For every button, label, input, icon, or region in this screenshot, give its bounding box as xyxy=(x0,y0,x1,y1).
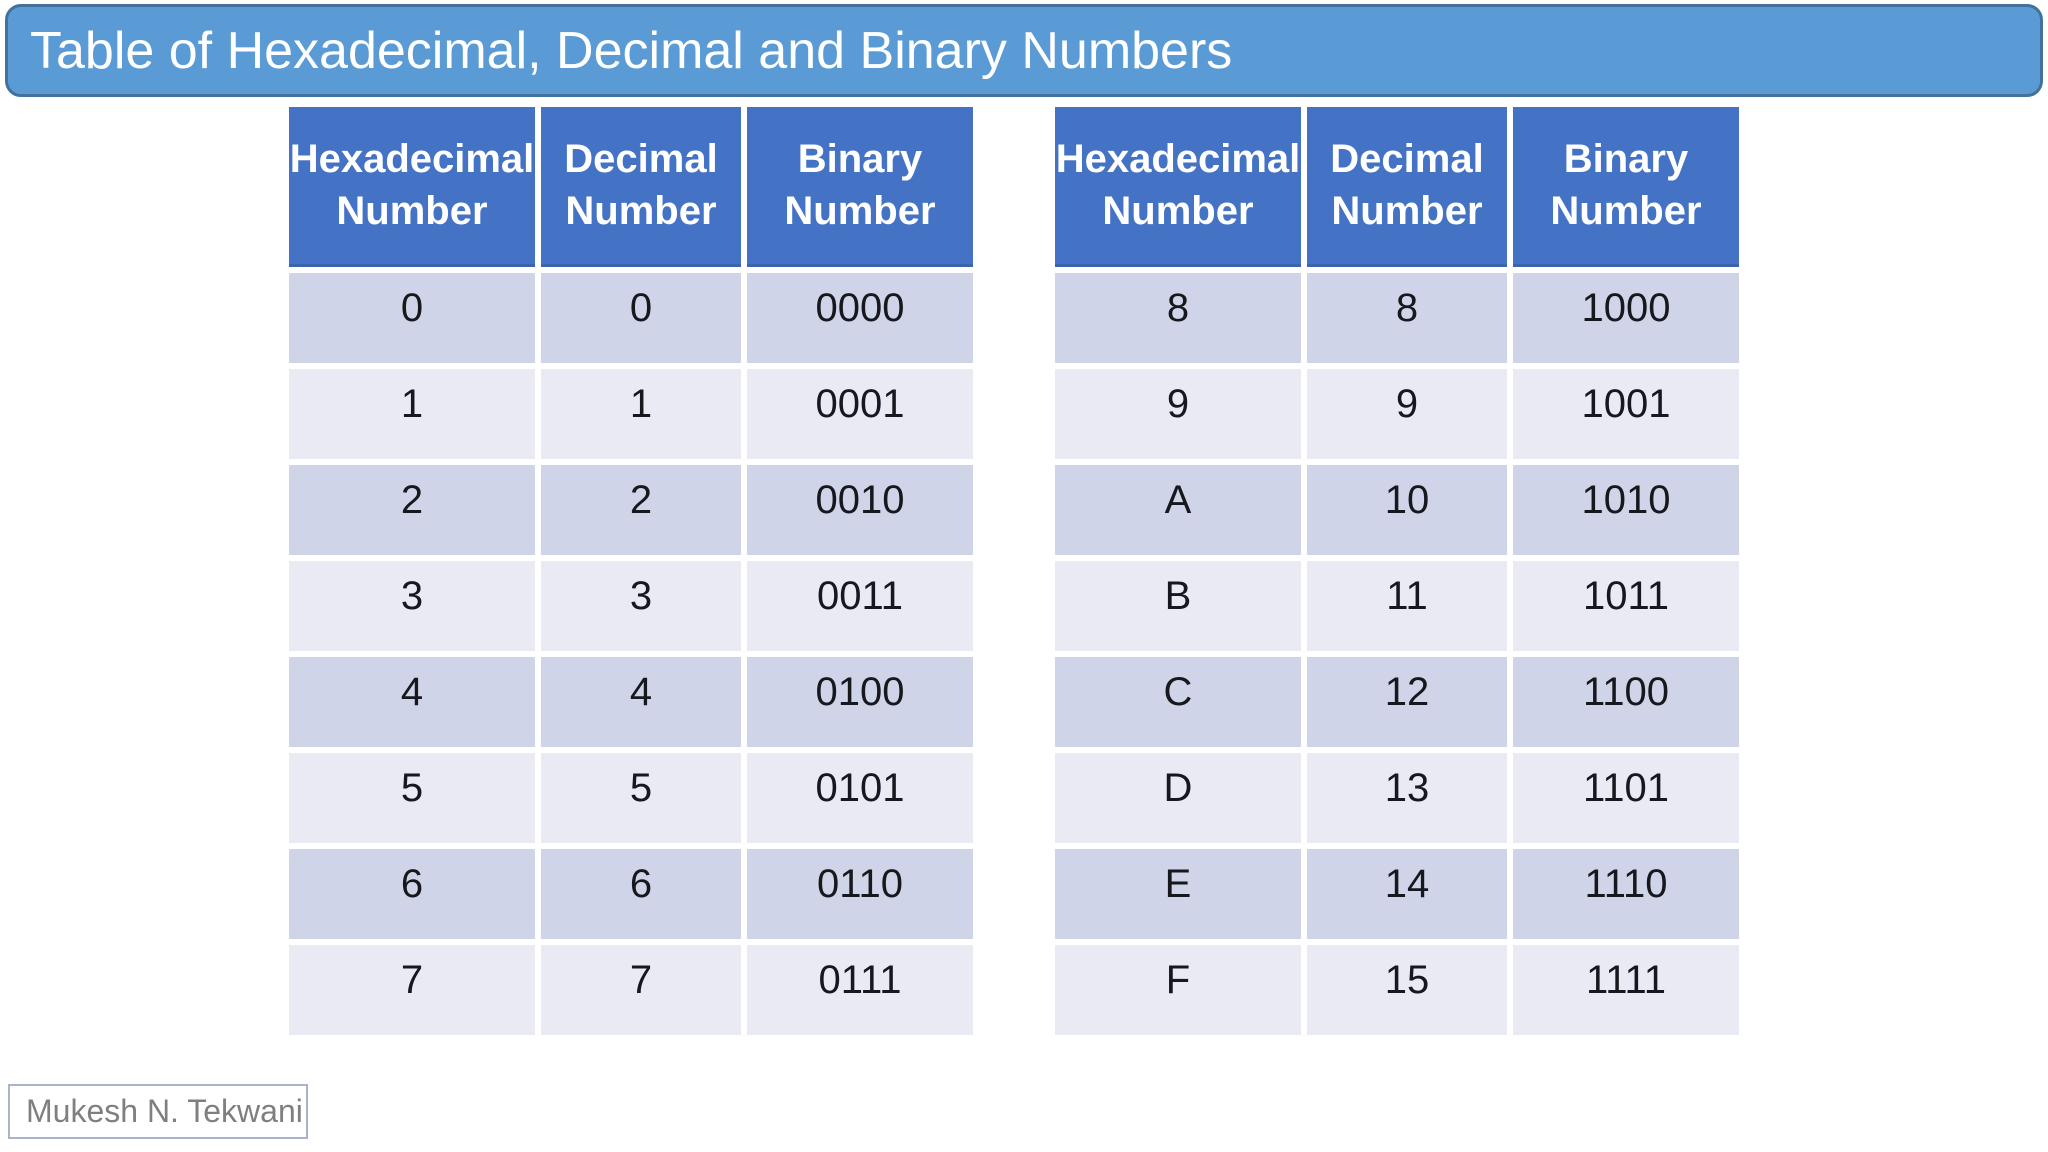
column-header-line: Binary xyxy=(1563,137,1689,181)
table-cell: 0 xyxy=(541,273,741,363)
table-cell: 9 xyxy=(1055,369,1301,459)
table-cell: 3 xyxy=(541,561,741,651)
table-cell: 7 xyxy=(289,945,535,1035)
column-header-line: Number xyxy=(336,189,488,233)
title-banner: Table of Hexadecimal, Decimal and Binary… xyxy=(5,4,2043,97)
column-header-decimal: Decimal Number xyxy=(541,107,741,267)
table-cell: 2 xyxy=(289,465,535,555)
column-header-hexadecimal: Hexadecimal Number xyxy=(289,107,535,267)
table-cell: 9 xyxy=(1307,369,1507,459)
author-name: Mukesh N. Tekwani xyxy=(26,1093,303,1129)
table-cell: 8 xyxy=(1055,273,1301,363)
column-header-line: Hexadecimal xyxy=(1055,137,1301,181)
table-cell: 0111 xyxy=(747,945,973,1035)
table-cell: 1 xyxy=(289,369,535,459)
table-cell: 4 xyxy=(541,657,741,747)
table-cell: 1000 xyxy=(1513,273,1739,363)
table-cell: 5 xyxy=(289,753,535,843)
table-cell: D xyxy=(1055,753,1301,843)
table-cell: C xyxy=(1055,657,1301,747)
table-cell: 10 xyxy=(1307,465,1507,555)
table-cell: A xyxy=(1055,465,1301,555)
column-header-hexadecimal: Hexadecimal Number xyxy=(1055,107,1301,267)
column-header-line: Number xyxy=(1331,189,1483,233)
column-header-decimal: Decimal Number xyxy=(1307,107,1507,267)
column-header-line: Number xyxy=(1550,189,1702,233)
table-cell: 0101 xyxy=(747,753,973,843)
hex-table-left: Hexadecimal Number Decimal Number Binary… xyxy=(289,107,973,1035)
table-cell: 1110 xyxy=(1513,849,1739,939)
table-cell: 1101 xyxy=(1513,753,1739,843)
table-cell: 0100 xyxy=(747,657,973,747)
table-cell: 1 xyxy=(541,369,741,459)
column-header-line: Hexadecimal xyxy=(289,137,535,181)
table-cell: 15 xyxy=(1307,945,1507,1035)
table-cell: 0010 xyxy=(747,465,973,555)
table-cell: 11 xyxy=(1307,561,1507,651)
table-cell: 6 xyxy=(541,849,741,939)
table-cell: 0110 xyxy=(747,849,973,939)
table-cell: 0 xyxy=(289,273,535,363)
table-cell: 14 xyxy=(1307,849,1507,939)
table-cell: 8 xyxy=(1307,273,1507,363)
column-header-line: Number xyxy=(1102,189,1254,233)
column-header-line: Number xyxy=(784,189,936,233)
column-header-binary: Binary Number xyxy=(747,107,973,267)
table-cell: 3 xyxy=(289,561,535,651)
table-cell: 0000 xyxy=(747,273,973,363)
column-header-line: Decimal xyxy=(1330,137,1484,181)
table-cell: 2 xyxy=(541,465,741,555)
table-cell: 1001 xyxy=(1513,369,1739,459)
column-header-binary: Binary Number xyxy=(1513,107,1739,267)
table-cell: 5 xyxy=(541,753,741,843)
hex-table-right: Hexadecimal Number Decimal Number Binary… xyxy=(1055,107,1739,1035)
table-cell: E xyxy=(1055,849,1301,939)
table-cell: 7 xyxy=(541,945,741,1035)
table-cell: 12 xyxy=(1307,657,1507,747)
table-cell: 0011 xyxy=(747,561,973,651)
column-header-line: Number xyxy=(565,189,717,233)
table-cell: F xyxy=(1055,945,1301,1035)
table-cell: 6 xyxy=(289,849,535,939)
table-cell: 1100 xyxy=(1513,657,1739,747)
author-box: Mukesh N. Tekwani xyxy=(8,1084,308,1139)
column-header-line: Decimal xyxy=(564,137,718,181)
table-cell: 1011 xyxy=(1513,561,1739,651)
table-cell: 1010 xyxy=(1513,465,1739,555)
table-cell: 13 xyxy=(1307,753,1507,843)
table-cell: 1111 xyxy=(1513,945,1739,1035)
table-cell: B xyxy=(1055,561,1301,651)
table-cell: 4 xyxy=(289,657,535,747)
column-header-line: Binary xyxy=(797,137,923,181)
page-title: Table of Hexadecimal, Decimal and Binary… xyxy=(30,21,1233,80)
table-cell: 0001 xyxy=(747,369,973,459)
